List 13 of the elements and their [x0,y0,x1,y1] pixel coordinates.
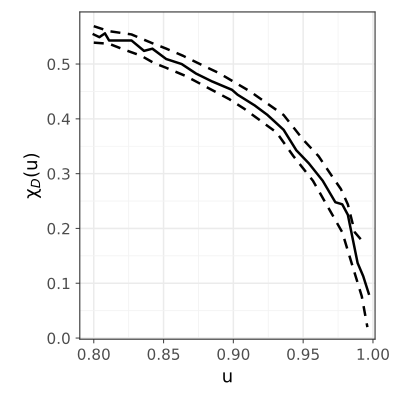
y-tick-label: 0.1 [47,278,70,290]
y-tick-label: 0.5 [47,58,70,70]
x-tick-label: 0.85 [148,348,180,360]
y-tick-label: 0.3 [47,168,70,180]
x-tick-label: 0.80 [78,348,110,360]
x-tick-label: 0.95 [287,348,319,360]
x-tick-label: 1.00 [358,348,389,360]
y-tick-label: 0.4 [47,113,70,125]
y-tick-label: 0.2 [47,222,70,234]
y-axis-title: χ$_{D}$(u) [23,154,41,198]
x-axis-title: u [223,372,232,382]
x-tick-label: 0.90 [217,348,250,360]
y-tick-label: 0.0 [47,332,70,344]
